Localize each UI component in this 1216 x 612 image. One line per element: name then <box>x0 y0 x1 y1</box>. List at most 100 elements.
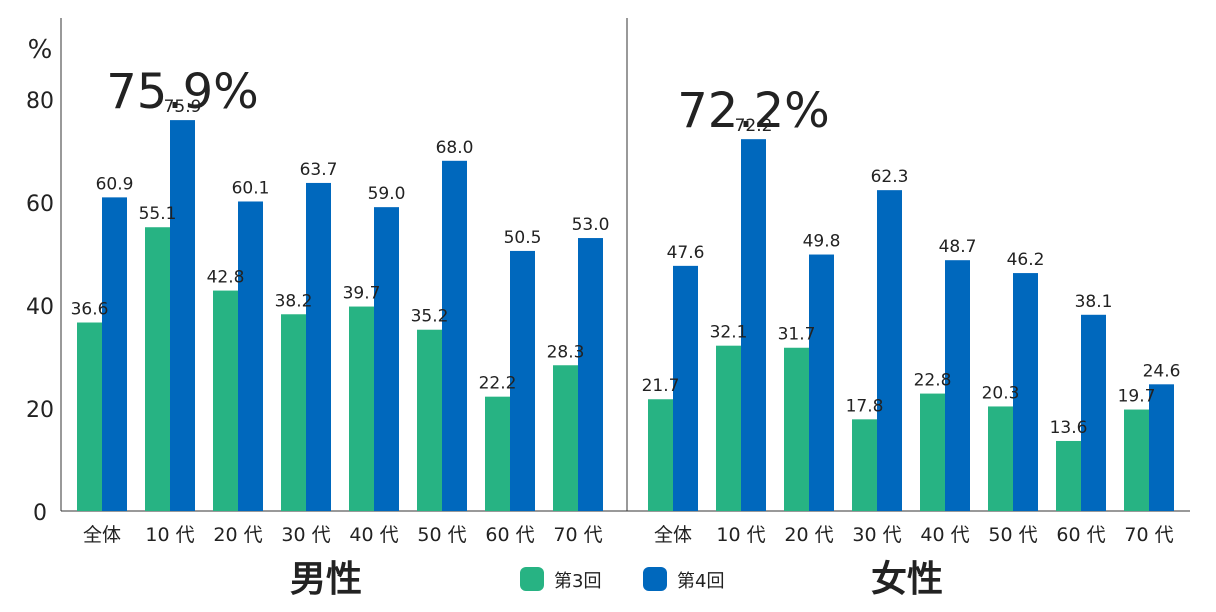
data-label: 42.8 <box>207 268 245 288</box>
category-labels-layer: 全体 10 代 20 代 30 代 40 代 50 代 60 代 70 代 全体 10 代 20 代… <box>83 524 1174 546</box>
category-label: 40 代 <box>349 524 398 546</box>
bar <box>1081 314 1106 511</box>
data-label: 75.9 <box>164 97 202 117</box>
bar <box>988 406 1013 511</box>
category-label: 10 代 <box>145 524 194 546</box>
data-label: 31.7 <box>778 325 816 345</box>
bar <box>442 160 467 512</box>
data-label: 24.6 <box>1143 361 1181 381</box>
bars-layer <box>77 120 1174 512</box>
bar <box>741 139 766 512</box>
data-label: 17.8 <box>846 396 884 416</box>
category-label: 30 代 <box>852 524 901 546</box>
bar <box>281 314 306 511</box>
bar <box>852 419 877 511</box>
category-label: 70 代 <box>553 524 602 546</box>
category-label: 50 代 <box>417 524 466 546</box>
legend-label: 第3回 <box>554 571 601 592</box>
bar <box>145 227 170 512</box>
data-label: 59.0 <box>368 184 406 204</box>
legend-swatch <box>643 567 667 591</box>
data-label: 47.6 <box>667 243 705 263</box>
category-label: 20 代 <box>213 524 262 546</box>
bar <box>920 393 945 511</box>
data-label: 60.1 <box>232 178 270 198</box>
bar <box>238 201 263 512</box>
y-unit-label: % <box>28 35 53 65</box>
value-labels-layer: 36.6 60.955.1 75.9 42.8 60.1 38.2 63.7 39.7 59.0… <box>71 97 1181 438</box>
bar <box>809 254 834 511</box>
category-label: 40 代 <box>920 524 969 546</box>
bar <box>77 322 102 511</box>
bar <box>1149 384 1174 511</box>
category-label: 全体 <box>654 524 692 546</box>
data-label: 53.0 <box>572 215 610 235</box>
bar <box>716 345 741 511</box>
legend: 第3回 第4回 <box>520 567 724 592</box>
panel-title: 女性 <box>871 559 943 600</box>
bar <box>306 182 331 511</box>
panel-title: 男性 <box>290 559 362 600</box>
category-label: 全体 <box>83 524 121 546</box>
data-label: 49.8 <box>803 232 841 252</box>
data-label: 68.0 <box>436 138 474 158</box>
data-label: 48.7 <box>939 237 977 257</box>
y-tick-labels: 0 20 40 60 80 <box>26 89 54 526</box>
data-label: 19.7 <box>1118 387 1156 407</box>
data-label: 55.1 <box>139 204 177 224</box>
data-label: 32.1 <box>710 323 748 343</box>
data-label: 39.7 <box>343 284 381 304</box>
category-label: 60 代 <box>1056 524 1105 546</box>
y-tick-label: 40 <box>26 295 54 320</box>
category-label: 20 代 <box>784 524 833 546</box>
y-tick-label: 80 <box>26 89 54 114</box>
data-label: 62.3 <box>871 167 909 187</box>
bar <box>1124 409 1149 511</box>
bar <box>784 347 809 511</box>
data-label: 20.3 <box>982 383 1020 403</box>
highlight-value: 75.9% <box>106 64 258 120</box>
bar <box>170 120 195 512</box>
data-label: 46.2 <box>1007 250 1045 270</box>
category-label: 30 代 <box>281 524 330 546</box>
category-label: 10 代 <box>716 524 765 546</box>
category-label: 70 代 <box>1124 524 1173 546</box>
data-label: 28.3 <box>547 342 585 362</box>
data-label: 50.5 <box>504 228 542 248</box>
bar <box>510 250 535 512</box>
data-label: 63.7 <box>300 160 338 180</box>
data-label: 36.6 <box>71 300 109 320</box>
bar <box>417 329 442 511</box>
bar <box>374 207 399 511</box>
data-label: 38.2 <box>275 291 313 311</box>
data-label: 13.6 <box>1050 418 1088 438</box>
bar <box>578 238 603 512</box>
bar <box>1056 440 1081 511</box>
bar <box>553 365 578 511</box>
bar <box>213 290 238 511</box>
category-label: 50 代 <box>988 524 1037 546</box>
bar <box>485 396 510 511</box>
bar <box>945 260 970 511</box>
bar <box>648 399 673 511</box>
panel-titles-layer: 75.9% 男性 72.2% 女性 <box>106 64 943 600</box>
y-tick-label: 0 <box>33 501 47 526</box>
bar <box>673 265 698 511</box>
bar <box>877 190 902 511</box>
data-label: 35.2 <box>411 307 449 327</box>
y-tick-label: 60 <box>26 192 54 217</box>
bar <box>102 197 127 512</box>
data-label: 72.2 <box>735 116 773 136</box>
bar <box>1013 273 1038 511</box>
bar <box>349 306 374 511</box>
data-label: 21.7 <box>642 376 680 396</box>
data-label: 22.8 <box>914 371 952 391</box>
data-label: 60.9 <box>96 174 134 194</box>
y-tick-label: 20 <box>26 398 54 423</box>
category-label: 60 代 <box>485 524 534 546</box>
legend-label: 第4回 <box>677 571 724 592</box>
legend-swatch <box>520 567 544 591</box>
highlight-value: 72.2% <box>677 83 829 139</box>
data-label: 22.2 <box>479 374 517 394</box>
